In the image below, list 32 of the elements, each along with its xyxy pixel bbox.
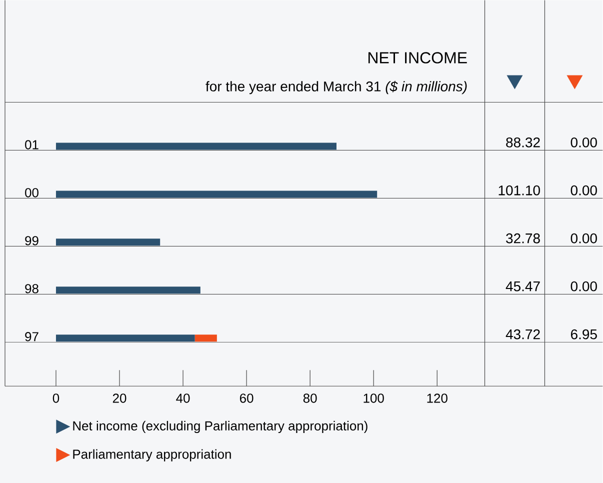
x-tick-label: 20	[112, 394, 126, 403]
x-tick-label: 80	[303, 394, 317, 403]
legend-label: Parliamentary appropriation	[73, 449, 231, 462]
data-label: 32.78	[506, 233, 540, 244]
chart-title: NET INCOME	[368, 52, 467, 64]
data-label: 101.10	[498, 185, 540, 196]
x-tick-label: 60	[240, 394, 254, 403]
bar	[56, 334, 195, 342]
legend-label: Net income (excluding Parliamentary appropriation)	[73, 420, 368, 434]
x-tick-label: 40	[176, 394, 190, 403]
y-tick-label: 97	[25, 332, 38, 342]
y-tick-label: 00	[25, 188, 38, 198]
bar	[56, 238, 160, 246]
x-tick-label: 120	[427, 394, 448, 403]
x-tick-label: 0	[52, 394, 60, 403]
data-label: 88.32	[506, 137, 540, 148]
data-label: 0.00	[570, 281, 597, 292]
data-label: 0.00	[570, 185, 597, 196]
data-label: 45.47	[506, 282, 540, 292]
bar	[194, 334, 217, 342]
bar	[56, 142, 336, 150]
y-tick-label: 01	[25, 140, 38, 150]
data-label: 0.00	[570, 137, 597, 148]
y-tick-label: 98	[25, 284, 38, 294]
bar	[56, 190, 378, 198]
bar	[56, 286, 200, 294]
x-tick-label: 100	[364, 394, 384, 403]
data-label: 43.72	[506, 329, 540, 340]
data-label: 6.95	[570, 329, 597, 340]
y-tick-label: 99	[25, 236, 38, 246]
chart-subtitle: for the year ended March 31 ($ in millions)	[206, 80, 467, 94]
data-label: 0.00	[570, 233, 597, 244]
